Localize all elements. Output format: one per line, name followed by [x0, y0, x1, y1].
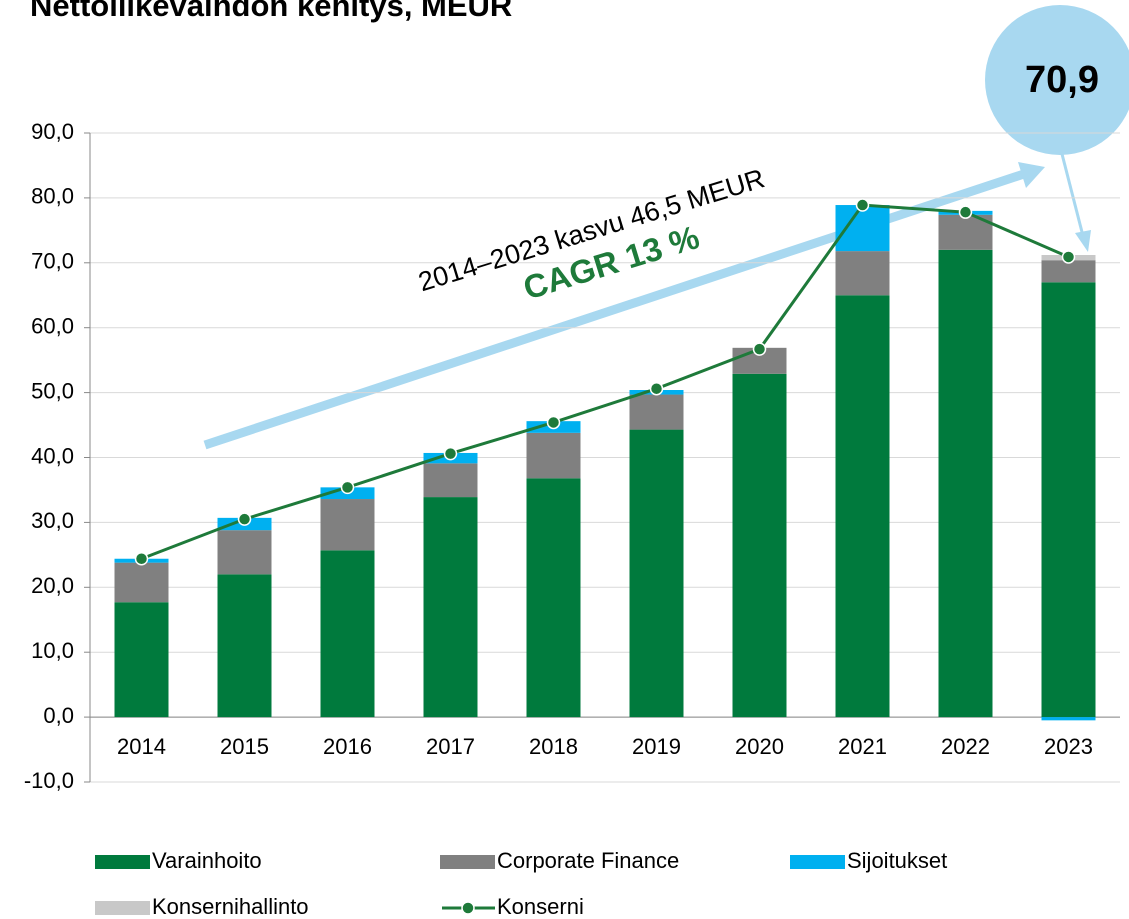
y-tick-label: 0,0 [43, 703, 74, 728]
legend-label: Corporate Finance [497, 848, 679, 873]
legend-item: Sijoitukset [790, 848, 947, 873]
x-tick-label: 2016 [323, 734, 372, 759]
line-point [958, 205, 973, 219]
line-point [1061, 250, 1076, 264]
y-tick-label: 20,0 [31, 573, 74, 598]
bar-segment [526, 478, 581, 718]
line-point [443, 446, 458, 461]
legend-item: Konserni [442, 894, 584, 919]
legend-swatch [95, 855, 150, 869]
line-point [855, 198, 870, 212]
legend-label: Varainhoito [152, 848, 262, 873]
y-tick-label: -10,0 [24, 768, 74, 793]
legend-swatch [790, 855, 845, 869]
y-tick-label: 40,0 [31, 443, 74, 468]
legend-swatch [440, 855, 495, 869]
bar-segment [423, 463, 478, 498]
highlight-arrow [1060, 153, 1085, 237]
legend-item: Corporate Finance [440, 848, 679, 873]
legend-label: Sijoitukset [847, 848, 947, 873]
y-tick-label: 80,0 [31, 184, 74, 209]
bar-segment [835, 295, 890, 718]
bar-segment [114, 602, 169, 718]
legend-label: Konsernihallinto [152, 894, 309, 919]
x-tick-label: 2014 [117, 734, 166, 759]
y-tick-label: 10,0 [31, 638, 74, 663]
x-tick-label: 2021 [838, 734, 887, 759]
highlight-arrow-head [1075, 230, 1091, 252]
bar-segment [835, 251, 890, 296]
line-point [649, 381, 664, 396]
x-tick-label: 2015 [220, 734, 269, 759]
legend-swatch [95, 901, 150, 915]
line-point [752, 342, 767, 356]
x-tick-label: 2022 [941, 734, 990, 759]
highlight-circle [985, 5, 1129, 155]
line-point [546, 415, 561, 430]
bar-segment [1041, 282, 1096, 718]
highlight-label: 70,9 [1025, 59, 1099, 101]
bar-segment [320, 550, 375, 718]
line-series [140, 203, 1070, 561]
bar-segment [423, 497, 478, 718]
bar-segment [938, 249, 993, 718]
bar-segment [1041, 260, 1096, 283]
bar-segment [526, 432, 581, 479]
chart-title: Nettoliikevaihdon kehitys, MEUR [30, 0, 512, 23]
y-tick-label: 70,0 [31, 249, 74, 274]
y-tick-label: 50,0 [31, 378, 74, 403]
x-tick-label: 2023 [1044, 734, 1093, 759]
y-tick-label: 60,0 [31, 314, 74, 339]
bar-segment [114, 562, 169, 603]
line-point [134, 551, 149, 566]
x-tick-label: 2018 [529, 734, 578, 759]
y-tick-label: 90,0 [31, 119, 74, 144]
bar-segment [732, 373, 787, 718]
growth-arrow-head [1018, 162, 1045, 188]
bar-segment [1041, 717, 1096, 721]
bar-segment [629, 394, 684, 430]
x-tick-label: 2017 [426, 734, 475, 759]
x-tick-label: 2019 [632, 734, 681, 759]
growth-arrow [203, 167, 1032, 450]
x-tick-label: 2020 [735, 734, 784, 759]
bar-segment [835, 205, 890, 252]
bar-segment [629, 429, 684, 718]
line-point [237, 512, 252, 526]
legend-item: Konsernihallinto [95, 894, 309, 919]
legend-marker [461, 901, 475, 915]
legend-item: Varainhoito [95, 848, 262, 873]
bar-segment [217, 574, 272, 718]
bar-segment [320, 499, 375, 551]
legend-label: Konserni [497, 894, 584, 919]
line-point [340, 480, 355, 495]
bar-segment [217, 530, 272, 575]
y-tick-label: 30,0 [31, 508, 74, 533]
